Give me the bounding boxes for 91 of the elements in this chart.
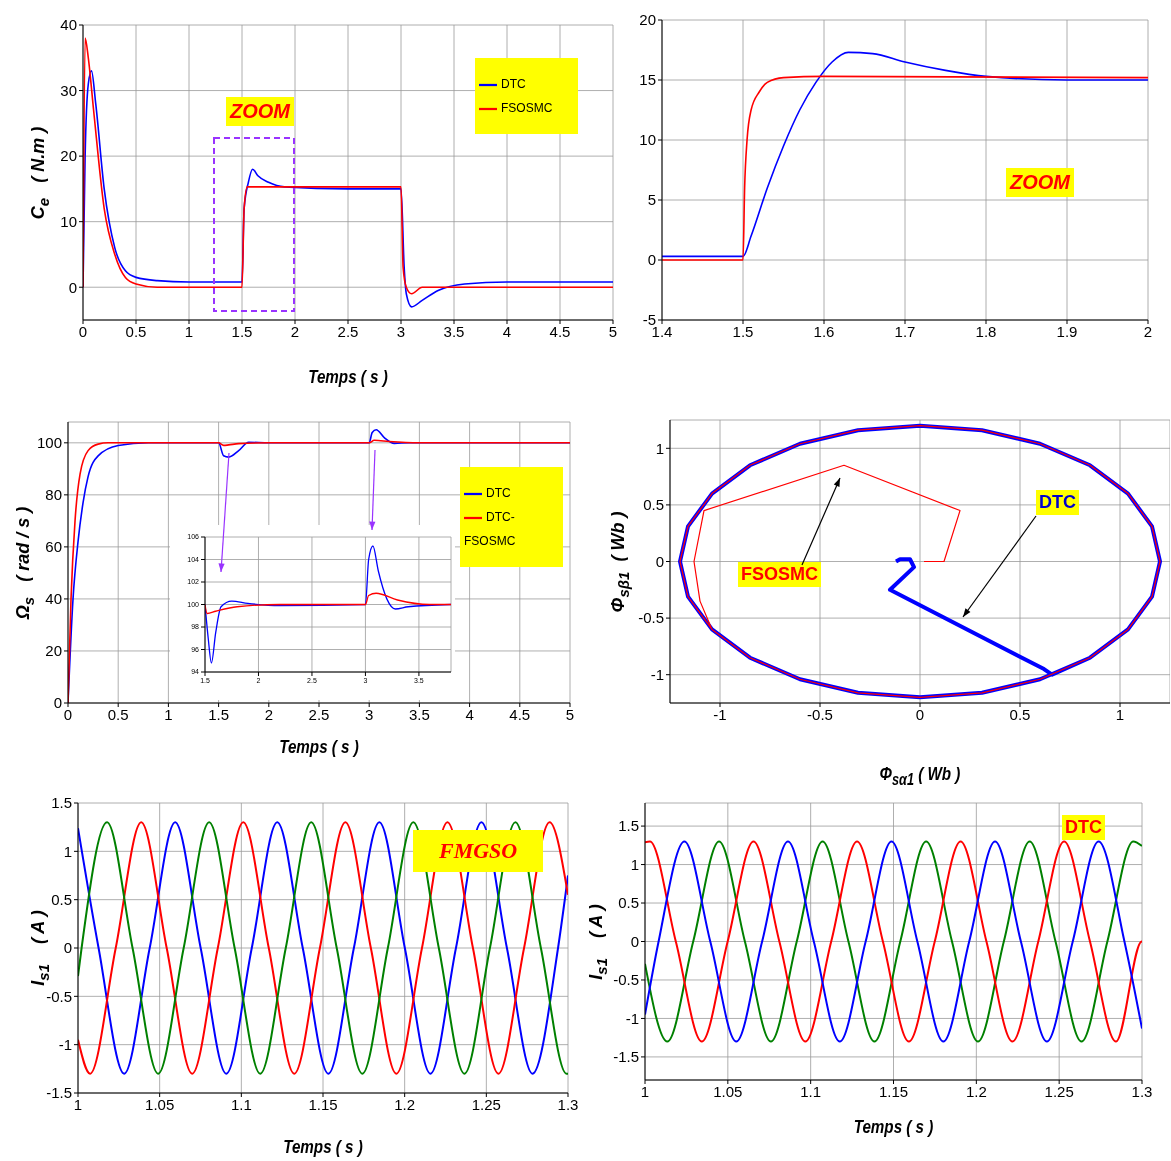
y-tick-label: 0.5: [51, 890, 72, 908]
y-tick-label: 0: [630, 932, 639, 950]
x-tick-label: 2: [290, 322, 300, 340]
annotation: ZOOM: [226, 97, 294, 126]
legend-label: DTC: [501, 77, 526, 91]
y-tick-label: 0: [53, 694, 62, 712]
x-tick-label: 1.15: [878, 1082, 909, 1100]
x-tick-label: 3.5: [408, 705, 430, 723]
x-tick-label: 1.25: [1044, 1082, 1074, 1100]
legend-label: DTC-FSOSMC: [464, 510, 516, 548]
y-tick-label: 1.5: [51, 794, 72, 812]
y-tick-label: 20: [639, 11, 656, 29]
y-tick-label: 10: [60, 212, 77, 230]
x-tick-label: 1: [164, 705, 173, 723]
y-tick-label: 80: [45, 486, 62, 504]
y-tick-label: 1.5: [618, 817, 639, 835]
x-tick-label: 4: [502, 322, 512, 340]
y-tick-label: 1: [630, 855, 639, 873]
x-tick-label: 1.1: [230, 1095, 252, 1113]
x-axis-title: Temps ( s ): [282, 1136, 364, 1158]
x-tick-label: 0.5: [107, 705, 129, 723]
x-tick-label: 3.5: [443, 322, 465, 340]
x-tick-label: 5: [565, 705, 575, 723]
x-tick-label: 1.2: [394, 1095, 416, 1113]
y-tick-label: 15: [639, 71, 656, 89]
x-tick-label: 1.25: [471, 1095, 501, 1113]
y-tick-label: 1: [655, 439, 664, 457]
y-tick-label: 0: [68, 278, 77, 296]
y-tick-label: -0.5: [638, 609, 664, 627]
x-tick-label: 3: [365, 705, 374, 723]
y-tick-label: 20: [45, 642, 62, 660]
x-tick-label: 1.05: [713, 1082, 743, 1100]
x-tick-label: 1.5: [732, 322, 754, 340]
x-tick-label: 2: [264, 705, 273, 723]
y-tick-label: -0.5: [46, 987, 72, 1005]
x-axis-title: Temps ( s ): [278, 736, 360, 758]
y-tick-label: 0: [63, 939, 72, 957]
x-tick-label: 2: [1143, 322, 1153, 340]
x-tick-label: 2.5: [308, 705, 330, 723]
legend-label: DTC: [486, 486, 511, 500]
x-tick-label: 2.5: [337, 322, 359, 340]
y-tick-label: 0.5: [643, 496, 664, 514]
y-tick-label: 60: [45, 538, 62, 556]
x-tick-label: 1.3: [1131, 1082, 1153, 1100]
y-tick-label: 0: [655, 552, 664, 570]
y-tick-label: 0.5: [618, 894, 639, 912]
annotation: FMGSO: [413, 830, 544, 872]
x-axis-title: Φ$_{sα1}$ ( Wb ): [878, 763, 962, 789]
y-tick-label: -1.5: [613, 1048, 639, 1066]
annotation: DTC: [1062, 815, 1105, 840]
x-tick-label: 3: [396, 322, 406, 340]
x-axis-title: Temps ( s ): [307, 366, 389, 388]
x-tick-label: 1.8: [975, 322, 997, 340]
y-tick-label: 10: [639, 131, 656, 149]
x-tick-label: 1.3: [557, 1095, 579, 1113]
y-tick-label: -0.5: [613, 971, 639, 989]
x-tick-label: 0.5: [1009, 705, 1031, 723]
x-tick-label: -1: [713, 705, 727, 723]
y-tick-label: 0: [647, 251, 656, 269]
x-tick-label: 1.7: [894, 322, 916, 340]
x-tick-label: 1.5: [208, 705, 230, 723]
x-tick-label: 1.6: [813, 322, 835, 340]
y-tick-label: 5: [647, 191, 656, 209]
y-tick-label: -1: [625, 1009, 639, 1027]
annotation: DTC: [1036, 490, 1079, 515]
x-tick-label: 1.5: [231, 322, 253, 340]
x-tick-label: 4.5: [549, 322, 571, 340]
y-tick-label: 30: [60, 81, 77, 99]
y-tick-label: 40: [45, 590, 62, 608]
annotation: FSOSMC: [738, 562, 822, 587]
y-tick-label: 1: [63, 842, 72, 860]
x-tick-label: 1.2: [965, 1082, 987, 1100]
x-tick-label: 4.5: [509, 705, 531, 723]
x-axis-title: Temps ( s ): [852, 1116, 935, 1138]
x-tick-label: 1.05: [145, 1095, 175, 1113]
annotation: ZOOM: [1006, 168, 1074, 197]
x-tick-label: -0.5: [807, 705, 833, 723]
y-tick-label: -1.5: [46, 1084, 72, 1102]
y-tick-label: 20: [60, 147, 77, 165]
y-tick-label: 40: [60, 16, 77, 34]
y-tick-label: -1: [58, 1035, 72, 1053]
x-tick-label: 0: [915, 705, 925, 723]
x-tick-label: 1.15: [308, 1095, 338, 1113]
x-tick-label: 0: [78, 322, 88, 340]
x-tick-label: 1.1: [800, 1082, 822, 1100]
x-tick-label: 4: [465, 705, 474, 723]
x-tick-label: 0.5: [125, 322, 147, 340]
legend-label: FSOSMC: [501, 101, 553, 115]
y-tick-label: 100: [36, 434, 62, 452]
x-tick-label: 1.9: [1056, 322, 1078, 340]
x-tick-label: 1: [1115, 705, 1125, 723]
